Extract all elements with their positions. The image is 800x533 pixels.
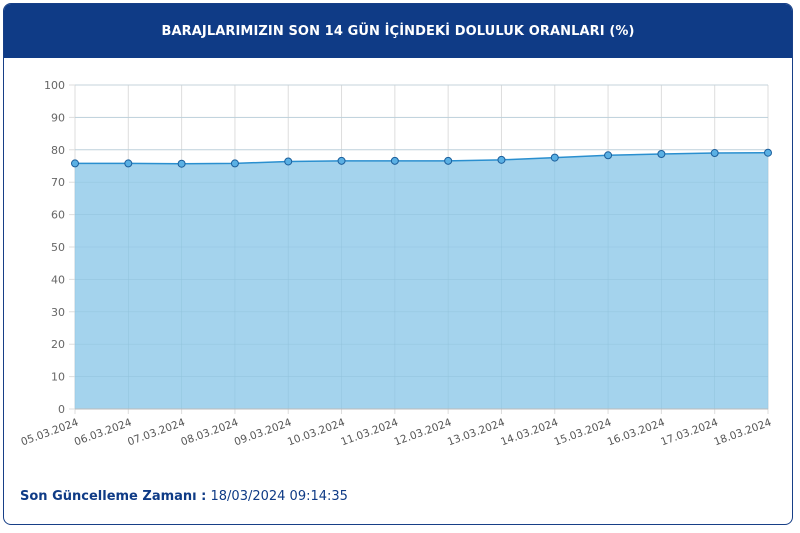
series-line [75,151,769,165]
y-tick-label: 10 [51,371,65,384]
x-tick-label: 16.03.2024 [606,416,667,448]
card-title: BARAJLARIMIZIN SON 14 GÜN İÇİNDEKİ DOLUL… [161,23,635,39]
data-point [390,156,399,165]
data-point [764,148,772,157]
last-update-value: 18/03/2024 09:14:35 [210,489,348,504]
y-tick-label: 0 [58,403,65,416]
y-tick-label: 40 [51,273,65,286]
y-tick-label: 60 [51,209,65,222]
data-point [444,156,453,165]
last-update-footer: Son Güncelleme Zamanı : 18/03/2024 09:14… [20,489,348,504]
x-tick-label: 17.03.2024 [659,416,720,448]
data-point [230,159,239,168]
data-point [497,155,506,164]
series-area [75,152,768,409]
data-point [710,149,719,158]
x-tick-label: 08.03.2024 [179,416,240,448]
y-tick-label: 70 [51,176,65,189]
x-tick-label: 10.03.2024 [286,416,347,448]
x-tick-label: 11.03.2024 [339,416,400,448]
card-header: BARAJLARIMIZIN SON 14 GÜN İÇİNDEKİ DOLUL… [4,4,792,58]
y-tick-label: 80 [51,144,65,157]
data-point [177,159,186,168]
x-tick-label: 18.03.2024 [712,416,773,448]
data-point [604,151,613,160]
data-point [124,159,133,168]
data-point [550,153,559,162]
x-tick-label: 06.03.2024 [73,416,134,448]
data-point [657,150,666,159]
x-tick-label: 09.03.2024 [233,416,294,448]
y-tick-label: 50 [51,241,65,254]
y-tick-label: 100 [44,79,65,92]
x-tick-label: 07.03.2024 [126,416,187,448]
y-tick-label: 20 [51,338,65,351]
data-point [337,156,346,165]
x-tick-label: 15.03.2024 [552,416,613,448]
last-update-label: Son Güncelleme Zamanı : [20,489,207,504]
data-point [284,157,293,166]
x-tick-label: 14.03.2024 [499,416,560,448]
y-tick-label: 30 [51,306,65,319]
data-point [71,159,79,168]
x-tick-label: 05.03.2024 [19,416,80,448]
y-tick-label: 90 [51,111,65,124]
x-tick-label: 13.03.2024 [446,416,507,448]
x-tick-label: 12.03.2024 [393,416,454,448]
